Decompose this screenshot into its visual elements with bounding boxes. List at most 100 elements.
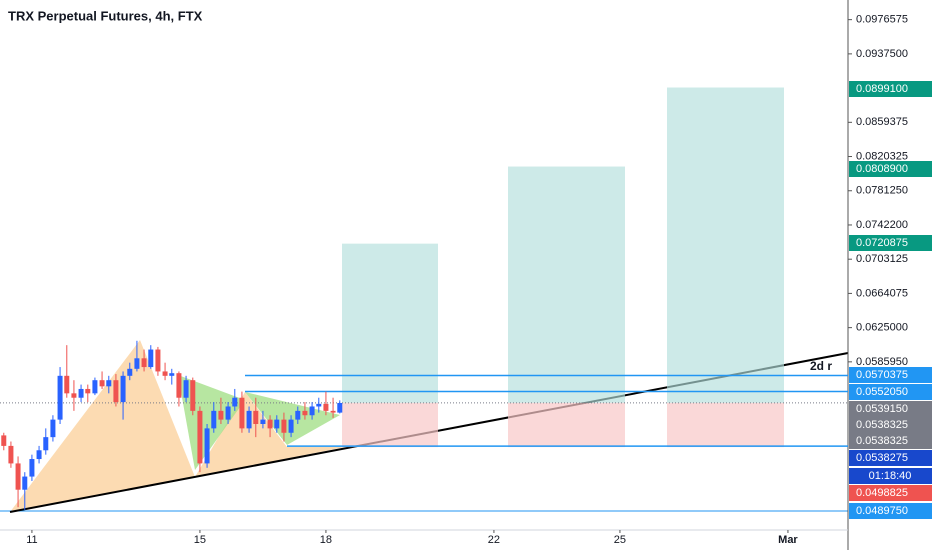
- y-tick-label: 0.0859375: [856, 116, 908, 128]
- candle-body: [8, 445, 14, 464]
- price-badge-label: 0.0899100: [856, 83, 908, 95]
- price-badge-label: 0.0808900: [856, 163, 908, 175]
- price-badge: [849, 384, 932, 400]
- price-badge: [849, 485, 932, 501]
- candle-body: [204, 428, 210, 464]
- target-zone: [667, 87, 784, 403]
- candle-body: [260, 419, 266, 424]
- price-badge-label: 0.0489750: [856, 505, 908, 517]
- candle-body: [281, 419, 287, 433]
- candle-body: [50, 419, 56, 438]
- candle-body: [169, 373, 175, 376]
- x-tick-label: 22: [488, 534, 500, 546]
- candle-body: [113, 380, 119, 403]
- candle-body: [162, 371, 168, 376]
- price-badge: [849, 161, 932, 177]
- candle-body: [64, 375, 70, 394]
- candle-body: [225, 406, 231, 420]
- price-badge: [849, 417, 932, 433]
- price-badge-label: 0.0538275: [856, 452, 908, 464]
- candle-body: [29, 459, 35, 477]
- candle-body: [99, 380, 105, 387]
- y-tick-label: 0.0625000: [856, 322, 908, 334]
- candle-body: [134, 358, 140, 369]
- countdown-label: 01:18:40: [869, 470, 912, 482]
- candle-body: [337, 402, 343, 413]
- x-tick-label: 25: [614, 534, 626, 546]
- price-badge-label: 0.0570375: [856, 369, 908, 381]
- candle-body: [330, 410, 336, 413]
- candle-body: [232, 397, 238, 407]
- pattern-leg: [10, 340, 195, 512]
- countdown-badge: [849, 468, 932, 484]
- candle-body: [57, 375, 63, 420]
- candle-body: [155, 349, 161, 372]
- drawings: [0, 87, 849, 513]
- risk-zone: [667, 402, 784, 448]
- price-badge: [849, 81, 932, 97]
- y-tick-label: 0.0937500: [856, 48, 908, 60]
- price-badge: [849, 450, 932, 466]
- price-badge-label: 0.0498825: [856, 487, 908, 499]
- candle-body: [78, 388, 84, 398]
- price-badge-label: 0.0538325: [856, 419, 908, 431]
- candle-body: [267, 419, 273, 429]
- candle-body: [106, 380, 112, 387]
- x-tick-label: Mar: [778, 534, 798, 546]
- price-badge-label: 0.0552050: [856, 386, 908, 398]
- y-tick-label: 0.0585950: [856, 356, 908, 368]
- candle-body: [85, 388, 91, 394]
- candle-body: [176, 373, 182, 398]
- candle-body: [127, 368, 133, 376]
- candle-body: [197, 410, 203, 464]
- candle-body: [120, 375, 126, 403]
- y-tick-label: 0.0703125: [856, 253, 908, 265]
- candle-body: [246, 410, 252, 429]
- annotation: 2d r: [810, 359, 832, 373]
- candle-body: [309, 406, 315, 416]
- target-zone: [342, 243, 438, 403]
- candle-body: [323, 403, 329, 411]
- candle-body: [288, 419, 294, 433]
- candle-body: [43, 437, 49, 451]
- candle-body: [190, 380, 196, 411]
- candle-body: [141, 358, 147, 368]
- price-badge-label: 0.0538325: [856, 435, 908, 447]
- candle-body: [218, 410, 224, 420]
- candle-body: [211, 410, 217, 429]
- candle-body: [148, 349, 154, 368]
- candle-body: [274, 419, 280, 429]
- price-badge: [849, 367, 932, 383]
- price-badge: [849, 503, 932, 519]
- risk-zone: [342, 402, 438, 448]
- price-badge: [849, 433, 932, 449]
- candle-body: [71, 393, 77, 398]
- target-zone: [508, 166, 625, 403]
- price-badge: [849, 235, 932, 251]
- x-tick-label: 11: [26, 534, 37, 546]
- x-tick-label: 18: [320, 534, 332, 546]
- candle-body: [302, 410, 308, 416]
- risk-zone: [508, 402, 625, 448]
- y-tick-label: 0.0781250: [856, 185, 908, 197]
- candle-body: [316, 403, 322, 407]
- y-tick-label: 0.0664075: [856, 287, 908, 299]
- candle-body: [22, 476, 28, 490]
- x-tick-label: 15: [194, 534, 206, 546]
- candle-body: [92, 380, 98, 394]
- candle-body: [253, 410, 259, 424]
- y-tick-label: 0.0976575: [856, 14, 908, 26]
- candle-body: [183, 380, 189, 398]
- chart-title: TRX Perpetual Futures, 4h, FTX: [8, 8, 203, 23]
- candle-body: [36, 450, 42, 460]
- y-tick-label: 0.0820325: [856, 150, 908, 162]
- y-tick-label: 0.0742200: [856, 219, 908, 231]
- pattern-triangle: [245, 392, 340, 445]
- candle-body: [239, 397, 245, 429]
- candle-body: [1, 435, 7, 446]
- candle-body: [15, 463, 21, 490]
- candle-body: [295, 410, 301, 420]
- price-badge-label: 0.0539150: [856, 403, 908, 415]
- price-badge: [849, 401, 932, 417]
